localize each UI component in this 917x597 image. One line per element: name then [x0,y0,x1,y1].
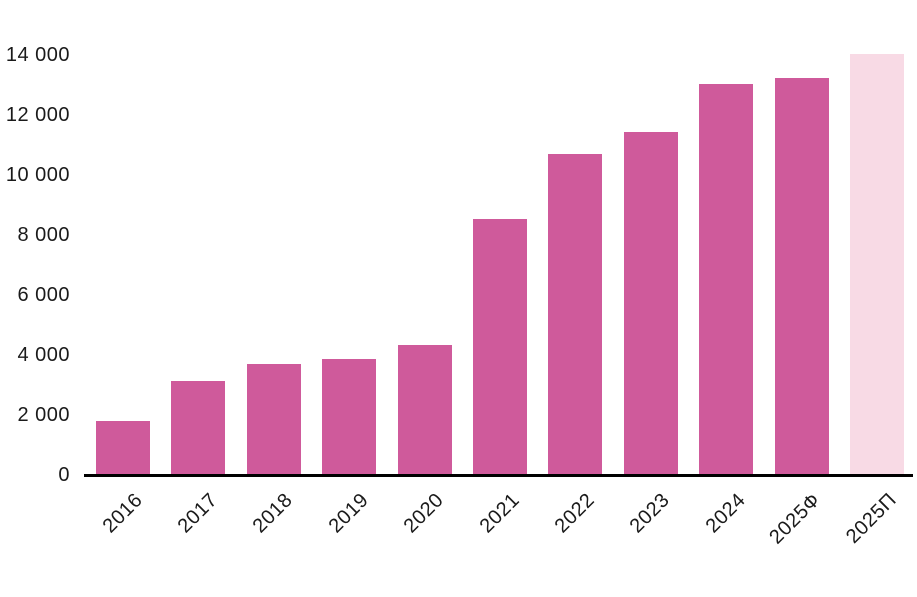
y-tick-label: 4 000 [17,344,70,366]
y-tick-label: 6 000 [17,284,70,306]
y-tick-label: 0 [58,464,70,486]
x-tick-label: 2017 [173,489,222,538]
x-axis-line [84,474,913,477]
x-tick-label: 2023 [625,489,675,538]
y-tick-label: 12 000 [5,104,70,126]
x-tick-label: 2025П [841,489,901,548]
bar-2018 [246,364,301,475]
x-tick-label: 2021 [475,489,524,538]
y-tick-label: 8 000 [17,224,70,246]
bar-2025Ф [774,77,829,475]
x-tick-label: 2020 [399,489,449,538]
bar-2016 [96,421,150,475]
bar-2017 [171,380,226,475]
x-tick-label: 2025Ф [765,489,826,549]
y-tick-label: 2 000 [17,404,70,426]
x-tick-label: 2018 [248,489,298,538]
bar-2020 [397,344,452,475]
bar-2025П [850,53,904,475]
x-tick-label: 2024 [701,489,750,538]
bar-2021 [473,218,527,475]
bar-2019 [322,358,377,475]
x-tick-label: 2022 [550,489,599,538]
y-tick-label: 14 000 [5,44,70,66]
y-tick-label: 10 000 [5,164,70,186]
bar-2022 [548,154,603,475]
bar-2024 [699,83,754,475]
x-tick-label: 2019 [324,489,373,538]
x-tick-label: 2016 [98,489,147,538]
bar-2023 [623,131,678,475]
